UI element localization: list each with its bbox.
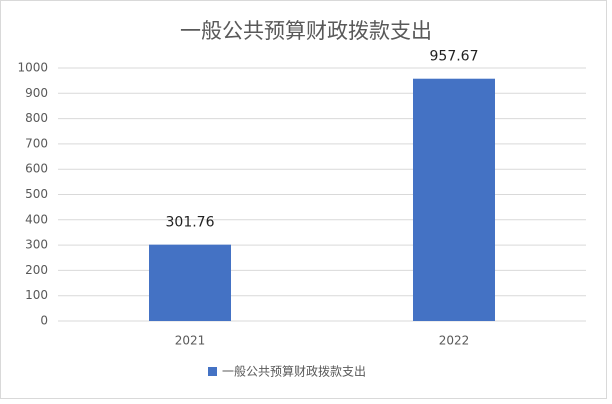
y-tick-label: 700 [25, 136, 48, 150]
y-tick-label: 400 [25, 212, 48, 226]
y-tick-label: 0 [40, 314, 48, 328]
y-tick-label: 600 [25, 162, 48, 176]
x-tick-label: 2021 [175, 334, 206, 348]
bar [413, 78, 495, 321]
legend-label: 一般公共预算财政拨款支出 [222, 364, 366, 379]
y-tick-label: 100 [25, 288, 48, 302]
chart-border [0, 0, 607, 399]
y-tick-label: 300 [25, 238, 48, 252]
y-tick-label: 1000 [17, 61, 48, 75]
legend-swatch [208, 367, 217, 376]
y-tick-label: 200 [25, 263, 48, 277]
y-tick-label: 900 [25, 86, 48, 100]
chart-title: 一般公共预算财政拨款支出 [180, 19, 432, 43]
data-label: 301.76 [166, 215, 215, 231]
data-label: 957.67 [430, 49, 479, 65]
y-tick-label: 500 [25, 187, 48, 201]
bar [149, 244, 231, 321]
y-tick-label: 800 [25, 111, 48, 125]
x-tick-label: 2022 [439, 334, 470, 348]
